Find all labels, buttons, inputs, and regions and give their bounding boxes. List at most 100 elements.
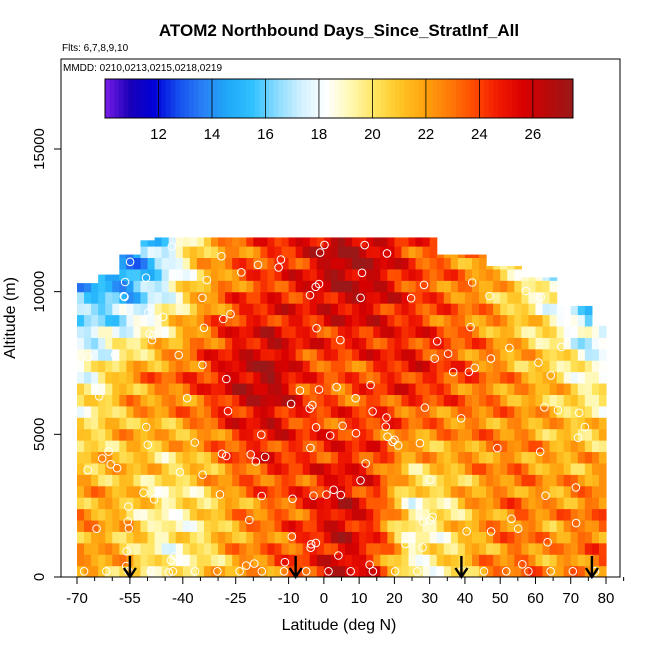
heatmap-cell bbox=[260, 325, 269, 338]
heatmap-cell bbox=[464, 497, 473, 510]
heatmap-cell bbox=[493, 519, 501, 532]
heatmap-cell bbox=[373, 554, 381, 567]
heatmap-cell bbox=[415, 474, 424, 487]
heatmap-cell bbox=[175, 237, 184, 247]
heatmap-cell bbox=[563, 519, 572, 532]
heatmap-cell bbox=[274, 531, 283, 544]
heatmap-cell bbox=[105, 451, 113, 464]
heatmap-cell bbox=[161, 360, 170, 373]
heatmap-cell bbox=[246, 462, 254, 475]
heatmap-cell bbox=[436, 497, 445, 510]
heatmap-cell bbox=[168, 497, 177, 510]
heatmap-cell bbox=[330, 280, 339, 293]
heatmap-cell bbox=[486, 280, 494, 293]
heatmap-cell bbox=[225, 325, 233, 338]
heatmap-cell bbox=[577, 314, 586, 327]
heatmap-cell bbox=[288, 325, 297, 338]
observation-marker bbox=[112, 463, 122, 473]
heatmap-cell bbox=[337, 565, 346, 577]
heatmap-cell bbox=[443, 291, 452, 304]
heatmap-cell bbox=[373, 531, 381, 544]
heatmap-cell bbox=[345, 508, 353, 521]
heatmap-cell bbox=[154, 428, 163, 441]
heatmap-cell bbox=[464, 485, 473, 498]
heatmap-cell bbox=[429, 360, 438, 373]
heatmap-cell bbox=[281, 371, 290, 384]
heatmap-cell bbox=[168, 280, 177, 293]
observation-marker bbox=[390, 567, 400, 576]
heatmap-cell bbox=[316, 565, 325, 577]
heatmap-cell bbox=[182, 257, 191, 270]
heatmap-cell bbox=[577, 440, 586, 453]
heatmap-cell bbox=[570, 519, 579, 532]
heatmap-cell bbox=[274, 508, 283, 521]
heatmap-cell bbox=[126, 291, 135, 304]
heatmap-cell bbox=[126, 337, 135, 350]
observation-marker bbox=[383, 432, 392, 442]
heatmap-cell bbox=[112, 303, 120, 316]
heatmap-cell bbox=[429, 417, 438, 430]
heatmap-cell bbox=[471, 268, 480, 281]
heatmap-cell bbox=[274, 303, 283, 316]
heatmap-cell bbox=[91, 485, 99, 498]
y-axis-label: Altitude (m) bbox=[2, 277, 19, 359]
heatmap-cell bbox=[239, 360, 247, 373]
heatmap-cell bbox=[154, 325, 163, 338]
heatmap-cell bbox=[429, 531, 438, 544]
heatmap-cell bbox=[464, 440, 473, 453]
heatmap-cell bbox=[189, 554, 198, 567]
heatmap-cell bbox=[196, 428, 205, 441]
heatmap-cell bbox=[359, 348, 367, 361]
heatmap-cell bbox=[450, 519, 459, 532]
heatmap-cell bbox=[387, 519, 395, 532]
heatmap-cell bbox=[105, 497, 113, 510]
heatmap-cell bbox=[295, 554, 304, 567]
heatmap-cell bbox=[387, 497, 395, 510]
heatmap-cell bbox=[584, 508, 593, 521]
observation-marker bbox=[486, 527, 496, 536]
heatmap-cell bbox=[345, 485, 353, 498]
heatmap-cell bbox=[570, 417, 579, 430]
heatmap-cell bbox=[401, 519, 410, 532]
heatmap-cell bbox=[119, 497, 127, 510]
colorbar-tick-label: 22 bbox=[418, 126, 435, 143]
heatmap-cell bbox=[436, 394, 445, 407]
heatmap-cell bbox=[203, 405, 212, 418]
colorbar-segment bbox=[502, 79, 508, 118]
heatmap-cell bbox=[225, 508, 233, 521]
observation-marker bbox=[553, 405, 563, 415]
heatmap-cell bbox=[366, 246, 374, 259]
heatmap-cell bbox=[288, 462, 297, 475]
heatmap-cell bbox=[514, 519, 522, 532]
heatmap-cell bbox=[507, 371, 515, 384]
heatmap-cell bbox=[309, 508, 318, 521]
heatmap-cell bbox=[84, 474, 92, 487]
colorbar-segment bbox=[554, 79, 560, 118]
heatmap-cell bbox=[584, 382, 593, 395]
heatmap-cell bbox=[436, 474, 445, 487]
heatmap-cell bbox=[105, 371, 113, 384]
heatmap-cell bbox=[486, 360, 494, 373]
heatmap-cell bbox=[225, 565, 233, 577]
heatmap-cell bbox=[570, 360, 579, 373]
observation-marker bbox=[513, 524, 523, 534]
colorbar-segment bbox=[292, 79, 298, 118]
heatmap-cell bbox=[598, 554, 607, 567]
heatmap-cell bbox=[288, 405, 297, 418]
heatmap-cell bbox=[330, 440, 339, 453]
heatmap-cell bbox=[422, 314, 431, 327]
heatmap-cell bbox=[373, 485, 381, 498]
heatmap-cell bbox=[443, 485, 452, 498]
heatmap-cell bbox=[119, 519, 127, 532]
observation-marker bbox=[574, 408, 584, 418]
heatmap-cell bbox=[415, 462, 424, 475]
heatmap-cell bbox=[133, 257, 142, 270]
observation-marker bbox=[79, 567, 89, 576]
heatmap-cell bbox=[359, 462, 367, 475]
heatmap-cell bbox=[203, 237, 212, 247]
heatmap-cell bbox=[359, 280, 367, 293]
heatmap-cell bbox=[507, 497, 515, 510]
heatmap-cell bbox=[471, 565, 480, 577]
heatmap-cell bbox=[281, 394, 290, 407]
heatmap-cell bbox=[323, 554, 332, 567]
